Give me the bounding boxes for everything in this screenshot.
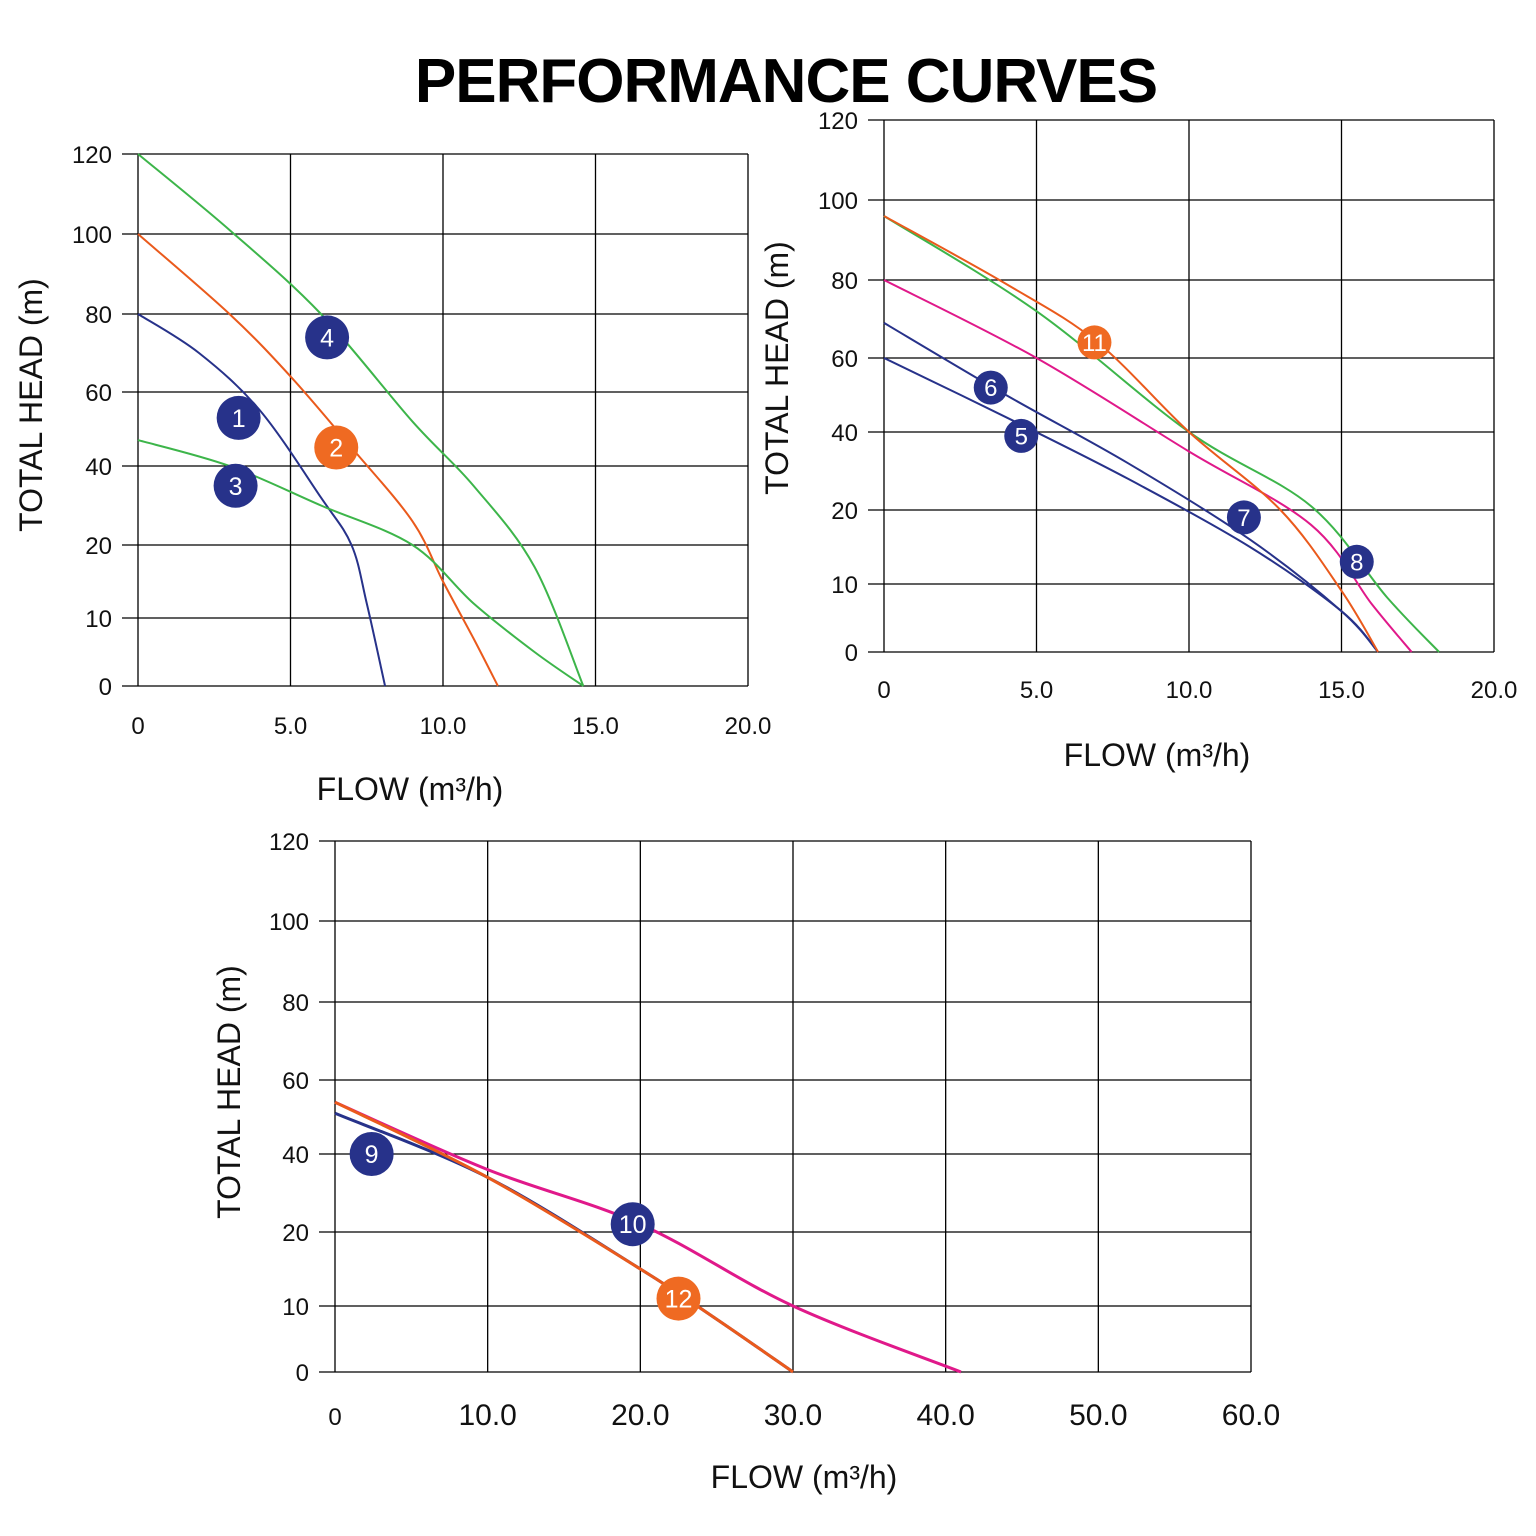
curve-badge-label: 8: [1350, 549, 1363, 576]
y-tick-label: 0: [845, 640, 858, 667]
chart-1: 0 5.0 10.0 15.0 20.0 0 10 20 40 60 80 100 120 FLOW (m…: [13, 142, 771, 807]
x-tick-label: 15.0: [572, 713, 619, 740]
y-tick-label: 60: [831, 346, 858, 373]
curve-badge-1: [216, 395, 261, 440]
curve-5: [883, 357, 1379, 653]
y-tick-label: 0: [296, 1360, 309, 1387]
y-tick-label: 100: [72, 222, 112, 249]
y-tick-label: 40: [85, 454, 112, 481]
x-axis-label: FLOW (m³/h): [711, 1459, 898, 1495]
curve-badge-12: [656, 1276, 701, 1321]
y-tick-label: 60: [282, 1068, 309, 1095]
curve-badge-label: 6: [984, 375, 997, 402]
y-tick-label: 40: [831, 420, 858, 447]
x-tick-label: 20.0: [1471, 677, 1518, 704]
curve-badge-label: 12: [665, 1286, 693, 1314]
y-tick-label: 20: [282, 1220, 309, 1247]
curve-badge-4: [305, 315, 350, 360]
page-title: PERFORMANCE CURVES: [415, 47, 1157, 116]
x-tick-label: 15.0: [1318, 677, 1365, 704]
curve-badge-label: 4: [320, 324, 334, 352]
curve-badge-label: 7: [1237, 505, 1250, 532]
x-tick-label: 10.0: [420, 713, 467, 740]
y-tick-label: 100: [818, 188, 858, 215]
curve-1: [137, 313, 387, 687]
curve-3: [137, 439, 584, 687]
y-axis-label: TOTAL HEAD (m): [13, 278, 49, 532]
curve-badge-7: [1226, 500, 1261, 535]
y-tick-label: 10: [282, 1294, 309, 1321]
y-tick-label: 10: [831, 572, 858, 599]
curve-badge-label: 5: [1015, 424, 1028, 451]
curve-11: [883, 215, 1379, 653]
y-tick-label: 80: [85, 302, 112, 329]
curve-badge-8: [1339, 544, 1374, 579]
curve-9: [334, 1111, 794, 1374]
y-tick-label: 80: [831, 268, 858, 295]
curve-badge-11: [1077, 325, 1112, 360]
x-tick-label: 60.0: [1222, 1399, 1280, 1432]
y-tick-label: 120: [72, 142, 112, 169]
curve-8: [883, 215, 1440, 653]
curve-badge-6: [973, 370, 1008, 405]
y-tick-label: 120: [818, 108, 858, 135]
y-tick-label: 100: [269, 909, 309, 936]
x-tick-label: 0: [328, 1404, 341, 1431]
curve-badge-9: [349, 1132, 394, 1176]
x-tick-label: 50.0: [1069, 1399, 1127, 1432]
curve-badge-label: 1: [232, 405, 246, 433]
curve-7: [883, 279, 1413, 653]
x-tick-label: 0: [131, 713, 144, 740]
x-axis-label: FLOW (m³/h): [1064, 737, 1251, 773]
x-tick-label: 10.0: [458, 1399, 516, 1432]
x-tick-label: 30.0: [764, 1399, 822, 1432]
y-tick-label: 10: [85, 606, 112, 633]
y-tick-label: 80: [282, 990, 309, 1017]
curve-badge-label: 3: [229, 473, 243, 501]
curve-2: [137, 233, 499, 687]
y-tick-label: 60: [85, 380, 112, 407]
x-tick-label: 5.0: [274, 713, 307, 740]
y-tick-label: 120: [269, 829, 309, 856]
chart-3: 0 10.0 20.0 30.0 40.0 50.0 60.0 0 10 20 40 60 80 100 1…: [211, 829, 1280, 1495]
y-tick-label: 40: [282, 1142, 309, 1169]
chart-2: 0 5.0 10.0 15.0 20.0 0 10 20 40 60 80 100 120 FLOW (m…: [759, 108, 1517, 773]
x-tick-label: 0: [877, 677, 890, 704]
y-axis-label: TOTAL HEAD (m): [759, 241, 795, 495]
curve-badge-label: 2: [329, 435, 343, 463]
x-tick-label: 20.0: [725, 713, 772, 740]
curve-4: [137, 153, 585, 687]
x-tick-label: 20.0: [611, 1399, 669, 1432]
curve-badge-3: [213, 463, 258, 508]
x-tick-label: 5.0: [1020, 677, 1053, 704]
x-tick-label: 40.0: [916, 1399, 974, 1432]
curve-12: [334, 1100, 794, 1374]
y-tick-label: 0: [99, 674, 112, 701]
curve-badge-label: 9: [365, 1141, 379, 1169]
y-tick-label: 20: [831, 498, 858, 525]
curve-badge-label: 11: [1082, 330, 1107, 357]
curve-badge-label: 10: [619, 1211, 647, 1239]
curve-badge-2: [314, 425, 359, 470]
y-tick-label: 20: [85, 533, 112, 560]
curve-badge-5: [1004, 418, 1039, 453]
curve-badge-10: [610, 1202, 655, 1247]
x-tick-label: 10.0: [1166, 677, 1213, 704]
y-axis-label: TOTAL HEAD (m): [211, 965, 247, 1219]
x-axis-label: FLOW (m³/h): [317, 771, 504, 807]
